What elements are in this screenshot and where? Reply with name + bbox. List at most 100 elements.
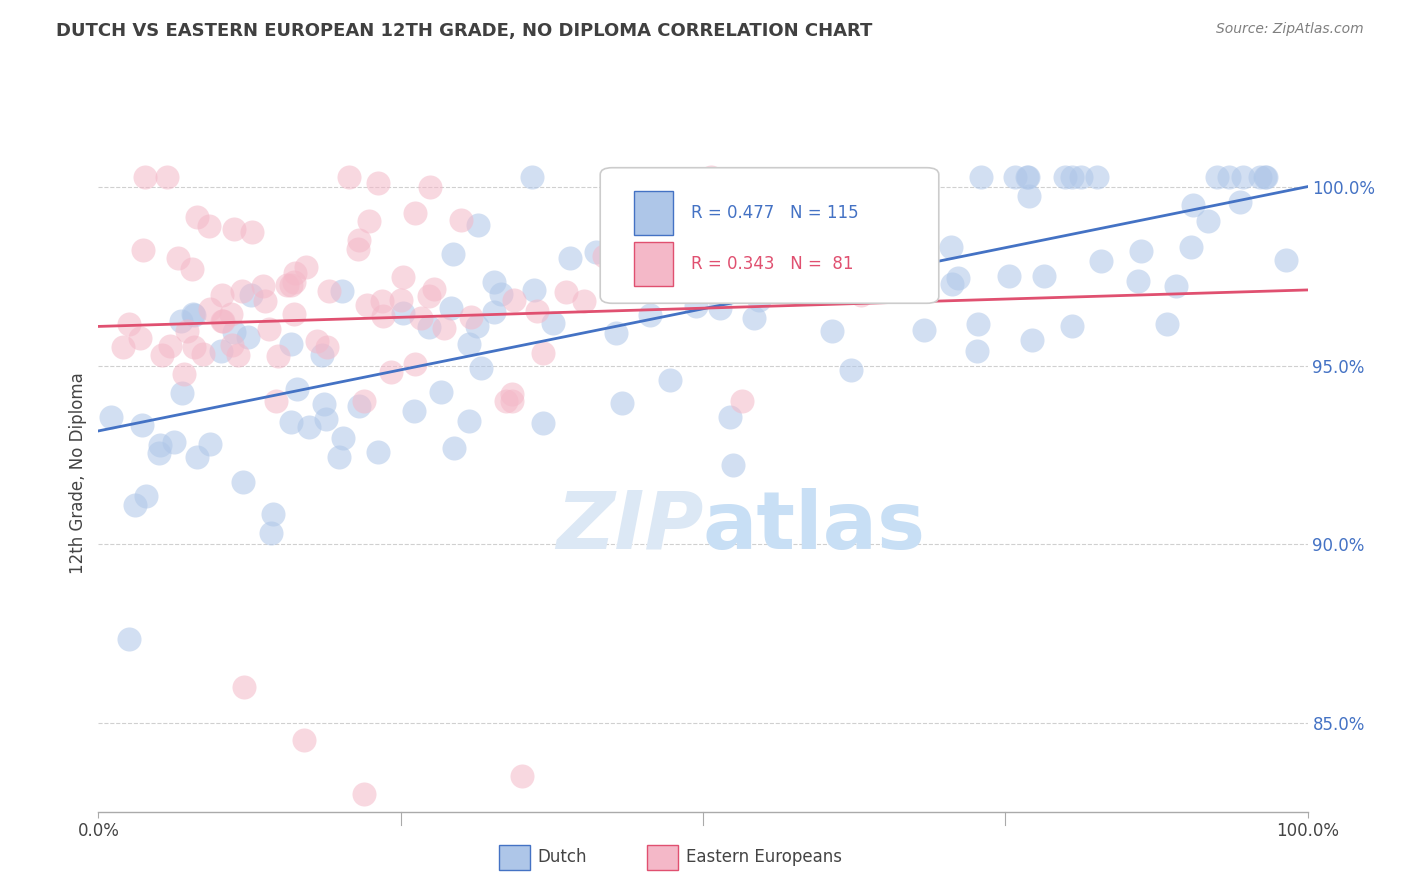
- Point: [1126, 274, 1149, 288]
- Bar: [634, 243, 672, 286]
- Point: [118, 632, 141, 647]
- Point: [135, 490, 157, 504]
- Text: ZIP: ZIP: [555, 488, 703, 566]
- Point: [610, 396, 633, 410]
- Point: [821, 324, 844, 338]
- Point: [347, 242, 370, 256]
- Point: [264, 394, 287, 409]
- Point: [219, 307, 242, 321]
- Point: [1017, 169, 1039, 184]
- Point: [742, 310, 765, 325]
- Point: [176, 324, 198, 338]
- Point: [292, 733, 315, 747]
- Text: Eastern Europeans: Eastern Europeans: [686, 848, 842, 866]
- Point: [1206, 169, 1229, 184]
- Point: [501, 394, 523, 409]
- Text: DUTCH VS EASTERN EUROPEAN 12TH GRADE, NO DIPLOMA CORRELATION CHART: DUTCH VS EASTERN EUROPEAN 12TH GRADE, NO…: [56, 22, 873, 40]
- Point: [709, 301, 731, 316]
- Point: [531, 416, 554, 430]
- Point: [418, 320, 440, 334]
- Point: [966, 344, 988, 359]
- Point: [318, 284, 340, 298]
- Point: [418, 289, 440, 303]
- Point: [232, 475, 254, 489]
- Point: [169, 313, 191, 327]
- Point: [311, 348, 333, 362]
- Point: [941, 277, 963, 291]
- Point: [825, 279, 848, 293]
- Point: [423, 282, 446, 296]
- Point: [768, 246, 790, 260]
- Point: [1085, 169, 1108, 184]
- Point: [592, 249, 614, 263]
- Point: [685, 299, 707, 313]
- Point: [186, 450, 208, 464]
- Point: [1254, 169, 1277, 184]
- Point: [409, 310, 432, 325]
- Point: [849, 288, 872, 302]
- Point: [558, 251, 581, 265]
- Point: [526, 304, 548, 318]
- Point: [658, 373, 681, 387]
- Point: [640, 308, 662, 322]
- Point: [380, 365, 402, 379]
- Point: [1249, 169, 1271, 184]
- Point: [287, 382, 309, 396]
- Point: [371, 293, 394, 308]
- Point: [1181, 198, 1204, 212]
- Point: [458, 414, 481, 428]
- Text: R = 0.343   N =  81: R = 0.343 N = 81: [690, 255, 853, 273]
- Point: [112, 340, 135, 354]
- Point: [373, 309, 395, 323]
- Point: [482, 275, 505, 289]
- Point: [686, 197, 709, 211]
- Point: [294, 260, 316, 274]
- Point: [276, 277, 298, 292]
- Point: [307, 334, 329, 349]
- Point: [328, 450, 350, 464]
- Point: [392, 270, 415, 285]
- Point: [803, 244, 825, 259]
- Point: [839, 363, 862, 377]
- Point: [367, 176, 389, 190]
- Point: [232, 680, 254, 694]
- Point: [200, 437, 222, 451]
- Point: [450, 213, 472, 227]
- Text: R = 0.477   N = 115: R = 0.477 N = 115: [690, 204, 859, 222]
- Point: [702, 244, 724, 259]
- Point: [443, 441, 465, 455]
- Point: [226, 348, 249, 362]
- Point: [389, 293, 412, 307]
- Point: [100, 409, 122, 424]
- Point: [156, 169, 179, 184]
- Point: [267, 350, 290, 364]
- Point: [748, 293, 770, 307]
- Point: [1232, 169, 1254, 184]
- Point: [186, 210, 208, 224]
- Point: [441, 246, 464, 260]
- Point: [470, 360, 492, 375]
- Point: [222, 326, 245, 340]
- FancyBboxPatch shape: [600, 168, 939, 303]
- Point: [585, 245, 607, 260]
- Point: [280, 337, 302, 351]
- Point: [808, 232, 831, 246]
- Point: [280, 278, 302, 293]
- Point: [716, 232, 738, 246]
- Point: [1070, 169, 1092, 184]
- Point: [855, 282, 877, 296]
- Point: [482, 304, 505, 318]
- Point: [531, 345, 554, 359]
- Point: [429, 384, 451, 399]
- Point: [848, 268, 870, 283]
- Point: [859, 251, 882, 265]
- Point: [124, 498, 146, 512]
- Point: [252, 278, 274, 293]
- Point: [813, 180, 835, 194]
- Point: [367, 445, 389, 459]
- Point: [312, 396, 335, 410]
- Point: [465, 318, 488, 333]
- Point: [392, 306, 415, 320]
- Point: [489, 286, 512, 301]
- Point: [1090, 254, 1112, 268]
